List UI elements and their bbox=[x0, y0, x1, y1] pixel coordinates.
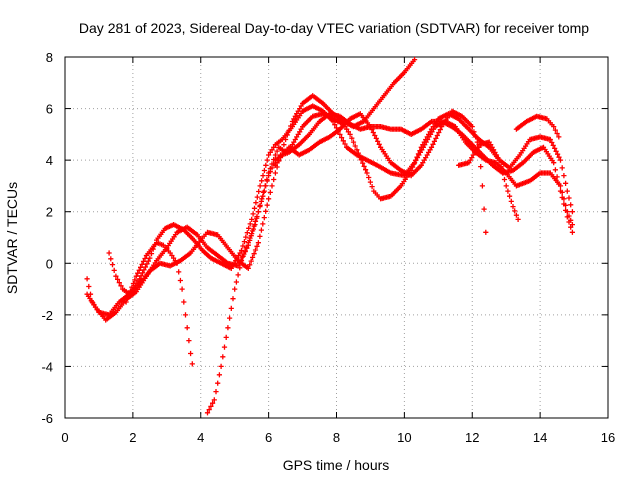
y-tick-label: 6 bbox=[46, 102, 53, 117]
x-tick-label: 14 bbox=[533, 430, 547, 445]
y-tick-label: -4 bbox=[41, 359, 53, 374]
plus-markers bbox=[513, 113, 562, 140]
x-tick-labels: 0 2 4 6 8 10 12 14 16 bbox=[61, 430, 615, 445]
plus-markers bbox=[84, 111, 575, 323]
plus-markers bbox=[84, 103, 575, 318]
x-tick-label: 0 bbox=[61, 430, 68, 445]
x-axis-title: GPS time / hours bbox=[283, 457, 390, 473]
series-track-8 bbox=[456, 139, 521, 222]
series-track-6 bbox=[272, 108, 489, 235]
x-tick-label: 4 bbox=[197, 430, 204, 445]
series-track-1 bbox=[84, 103, 575, 318]
y-tick-label: 8 bbox=[46, 50, 53, 65]
series-track-7 bbox=[513, 113, 562, 140]
chart-title: Day 281 of 2023, Sidereal Day-to-day VTE… bbox=[79, 20, 589, 36]
x-tick-label: 2 bbox=[129, 430, 136, 445]
y-tick-label: 4 bbox=[46, 153, 53, 168]
plus-markers bbox=[456, 139, 521, 222]
x-tick-label: 6 bbox=[265, 430, 272, 445]
plus-markers bbox=[123, 240, 195, 367]
x-tick-label: 16 bbox=[601, 430, 615, 445]
series-track-4 bbox=[123, 240, 195, 367]
y-tick-label: 2 bbox=[46, 205, 53, 220]
series-track-2 bbox=[84, 111, 575, 323]
y-tick-label: -6 bbox=[41, 411, 53, 426]
y-tick-label: -2 bbox=[41, 308, 53, 323]
plus-markers bbox=[272, 108, 489, 235]
x-tick-label: 12 bbox=[465, 430, 479, 445]
y-axis-title: SDTVAR / TECUs bbox=[4, 182, 20, 294]
data-marks bbox=[84, 57, 575, 416]
plot-frame bbox=[64, 56, 609, 419]
y-tick-label: 0 bbox=[46, 256, 53, 271]
gridlines bbox=[65, 57, 608, 418]
x-tick-label: 8 bbox=[333, 430, 340, 445]
axis-ticks bbox=[64, 56, 609, 419]
y-tick-labels: -6 -4 -2 0 2 4 6 8 bbox=[41, 50, 53, 426]
x-tick-label: 10 bbox=[397, 430, 411, 445]
